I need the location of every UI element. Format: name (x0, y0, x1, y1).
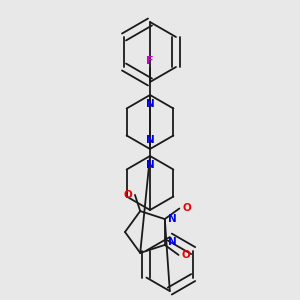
Text: N: N (146, 160, 154, 170)
Text: N: N (146, 135, 154, 145)
Text: N: N (146, 99, 154, 109)
Text: O: O (181, 250, 190, 260)
Text: O: O (183, 203, 192, 214)
Text: F: F (146, 56, 154, 66)
Text: N: N (168, 214, 177, 224)
Text: N: N (168, 237, 177, 247)
Text: O: O (124, 190, 132, 200)
